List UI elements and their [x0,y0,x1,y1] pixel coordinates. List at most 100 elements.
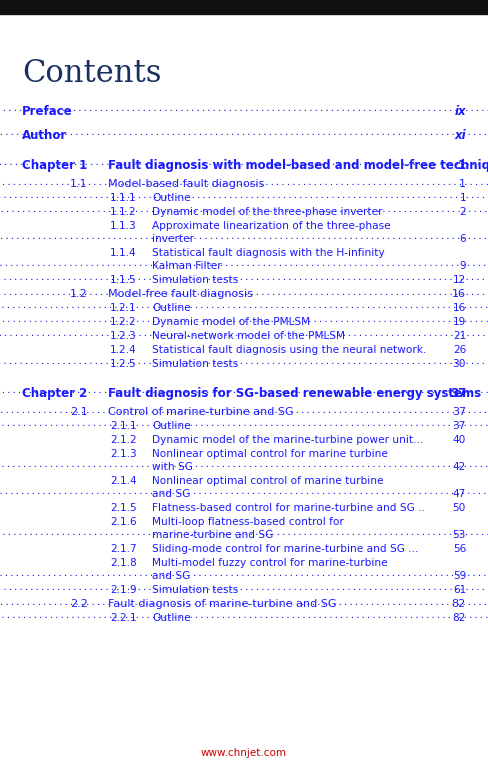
Text: Flatness-based control for marine-turbine and SG ..: Flatness-based control for marine-turbin… [152,503,425,513]
Text: Fault diagnosis for SG-based renewable energy systems: Fault diagnosis for SG-based renewable e… [108,387,481,400]
Text: Outline: Outline [152,303,191,313]
Text: Preface: Preface [22,105,73,118]
Text: 30: 30 [452,359,466,369]
Text: 2.1: 2.1 [70,407,88,417]
Text: ................................................................................: ........................................… [0,287,488,296]
Text: ................................................................................: ........................................… [0,611,488,621]
Text: ................................................................................: ........................................… [0,259,488,269]
Text: 37: 37 [450,387,466,400]
Text: 50: 50 [453,503,466,513]
Text: 1: 1 [459,179,466,189]
Text: 59: 59 [453,571,466,581]
Text: Multi-model fuzzy control for marine-turbine: Multi-model fuzzy control for marine-tur… [152,558,387,568]
Text: Model-based fault diagnosis: Model-based fault diagnosis [108,179,264,189]
Text: 16: 16 [452,289,466,299]
Text: ix: ix [454,105,466,118]
Text: Kalman Filter: Kalman Filter [152,261,222,271]
Text: 1.1.1: 1.1.1 [110,193,137,203]
Text: Model-free fault diagnosis: Model-free fault diagnosis [108,289,253,299]
Text: 6: 6 [459,234,466,244]
Text: ................................................................................: ........................................… [0,128,488,137]
Text: ................................................................................: ........................................… [0,330,488,338]
Bar [0,0,488,14]
Text: 56: 56 [453,544,466,554]
Text: ................................................................................: ........................................… [0,273,488,283]
Text: 2.2.1: 2.2.1 [110,613,137,623]
Text: 2.1.4: 2.1.4 [110,476,137,486]
Text: 2.1.8: 2.1.8 [110,558,137,568]
Text: 2.1.9: 2.1.9 [110,585,137,595]
Text: 1.1.2: 1.1.2 [110,207,137,217]
Text: Outline: Outline [152,421,191,431]
Text: ................................................................................: ........................................… [0,460,488,470]
Text: 1.1.3: 1.1.3 [110,221,137,231]
Text: Outline: Outline [152,613,191,623]
Text: Sliding-mode control for marine-turbine and SG ...: Sliding-mode control for marine-turbine … [152,544,418,554]
Text: 2.1.3: 2.1.3 [110,449,137,459]
Text: ................................................................................: ........................................… [0,192,488,200]
Text: Chapter 1: Chapter 1 [22,159,87,172]
Text: ................................................................................: ........................................… [0,206,488,214]
Text: Multi-loop flatness-based control for: Multi-loop flatness-based control for [152,517,344,527]
Text: 1.2.1: 1.2.1 [110,303,137,313]
Text: ................................................................................: ........................................… [0,316,488,324]
Text: 53: 53 [453,530,466,540]
Text: 26: 26 [453,345,466,355]
Text: Dynamic model of the PMLSM: Dynamic model of the PMLSM [152,317,310,327]
Text: 2: 2 [459,207,466,217]
Text: 2.1.6: 2.1.6 [110,517,137,527]
Text: ................................................................................: ........................................… [0,406,488,414]
Text: ................................................................................: ........................................… [0,301,488,310]
Text: 42: 42 [453,462,466,472]
Text: ................................................................................: ........................................… [0,104,488,112]
Text: ................................................................................: ........................................… [0,487,488,497]
Text: 16: 16 [453,303,466,313]
Text: Dynamic model of the marine-turbine power unit...: Dynamic model of the marine-turbine powe… [152,435,423,445]
Text: 1.2.5: 1.2.5 [110,359,137,369]
Text: Dynamic model of the three-phase inverter: Dynamic model of the three-phase inverte… [152,207,383,217]
Text: ................................................................................: ........................................… [0,178,488,186]
Text: ................................................................................: ........................................… [0,233,488,241]
Text: Chapter 2: Chapter 2 [22,387,87,400]
Text: 1.2.4: 1.2.4 [110,345,137,355]
Text: 1.1.5: 1.1.5 [110,275,137,285]
Text: 9: 9 [459,261,466,271]
Text: www.chnjet.com: www.chnjet.com [201,748,287,758]
Text: 2.1.5: 2.1.5 [110,503,137,513]
Text: 1.1.4: 1.1.4 [110,248,137,258]
Text: 37: 37 [452,407,466,417]
Text: 1.2.2: 1.2.2 [110,317,137,327]
Text: ................................................................................: ........................................… [0,528,488,537]
Text: Simulation tests: Simulation tests [152,275,238,285]
Text: 1.2: 1.2 [70,289,88,299]
Text: 47: 47 [453,489,466,499]
Text: ................................................................................: ........................................… [0,584,488,592]
Text: ................................................................................: ........................................… [0,158,488,167]
Text: 40: 40 [453,435,466,445]
Text: ................................................................................: ........................................… [0,569,488,578]
Text: 82: 82 [452,599,466,609]
Text: with SG: with SG [152,462,193,472]
Text: 82: 82 [453,613,466,623]
Text: Nonlinear optimal control of marine turbine: Nonlinear optimal control of marine turb… [152,476,384,486]
Text: 61: 61 [453,585,466,595]
Text: xi: xi [454,129,466,142]
Text: Statistical fault diagnosis using the neural network.: Statistical fault diagnosis using the ne… [152,345,426,355]
Text: 2.2: 2.2 [70,599,88,609]
Text: inverter: inverter [152,234,194,244]
Text: Fault diagnosis of marine-turbine and SG: Fault diagnosis of marine-turbine and SG [108,599,337,609]
Text: 1: 1 [458,159,466,172]
Text: Fault diagnosis with model-based and model-free techniques: Fault diagnosis with model-based and mod… [108,159,488,172]
Text: Simulation tests: Simulation tests [152,585,238,595]
Text: Neural-network model of the PMLSM: Neural-network model of the PMLSM [152,331,345,341]
Text: Approximate linearization of the three-phase: Approximate linearization of the three-p… [152,221,390,231]
Text: and SG: and SG [152,489,190,499]
Text: 2.1.2: 2.1.2 [110,435,137,445]
Text: Simulation tests: Simulation tests [152,359,238,369]
Text: 19: 19 [453,317,466,327]
Text: ................................................................................: ........................................… [0,420,488,428]
Text: 1: 1 [459,193,466,203]
Text: ................................................................................: ........................................… [0,598,488,607]
Text: Nonlinear optimal control for marine turbine: Nonlinear optimal control for marine tur… [152,449,388,459]
Text: ................................................................................: ........................................… [0,386,488,395]
